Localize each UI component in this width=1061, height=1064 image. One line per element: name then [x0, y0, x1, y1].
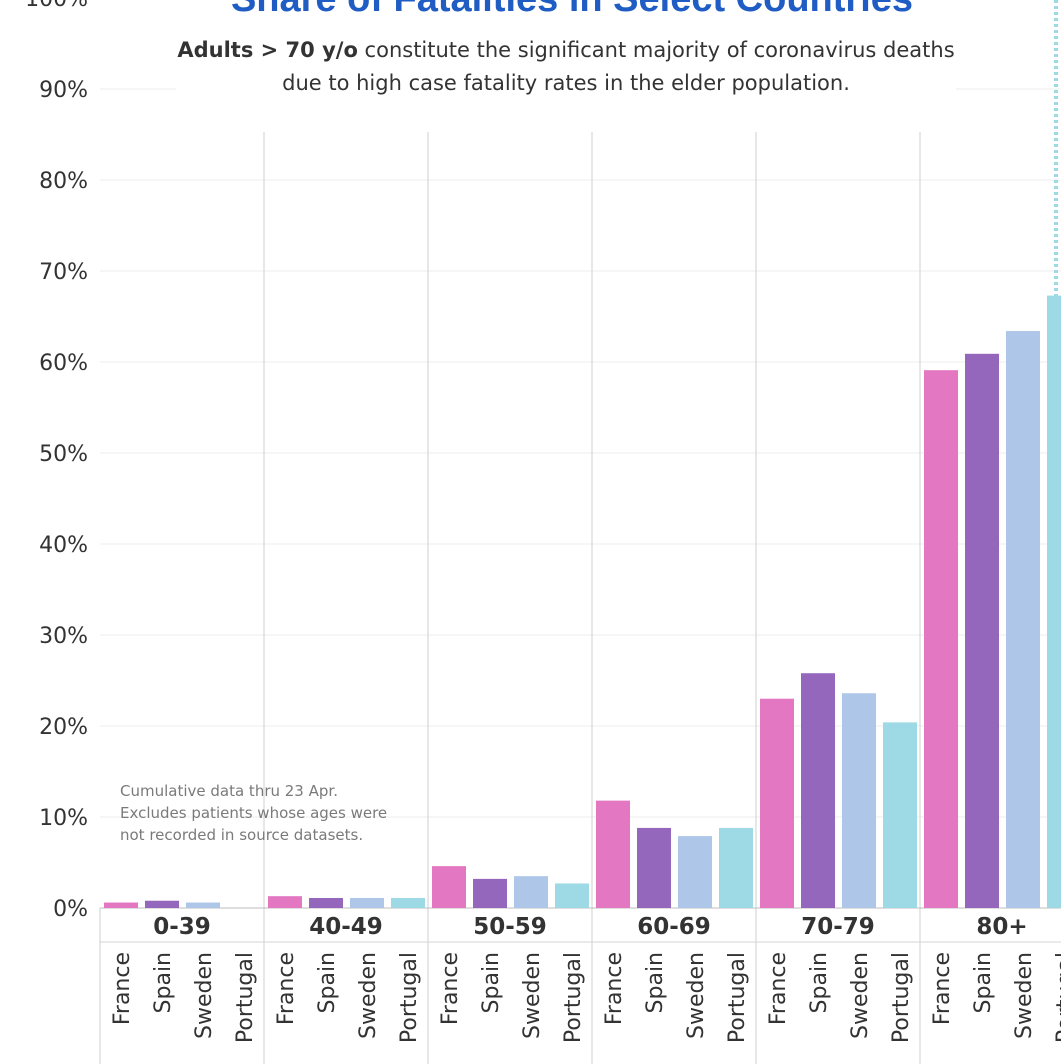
- country-label: Spain: [315, 952, 340, 1013]
- note-line-1: Cumulative data thru 23 Apr.: [120, 782, 338, 800]
- bar-sweden: [350, 897, 384, 908]
- y-tick-label: 50%: [39, 442, 88, 467]
- bar-spain: [965, 353, 999, 908]
- country-label: Spain: [479, 952, 504, 1013]
- country-label: Sweden: [192, 952, 217, 1039]
- country-label: Spain: [643, 952, 668, 1013]
- y-tick-label: 0%: [53, 897, 88, 922]
- group-label: 80+: [976, 914, 1027, 940]
- country-label: France: [602, 952, 627, 1025]
- bar-spain: [473, 878, 507, 908]
- bar-sweden: [678, 836, 712, 908]
- country-label: Portugal: [725, 952, 750, 1043]
- group-label: 0-39: [153, 914, 211, 940]
- y-tick-label: 10%: [39, 806, 88, 831]
- note-line-3: not recorded in source datasets.: [120, 826, 364, 844]
- country-label: France: [766, 952, 791, 1025]
- subtitle-bold: Adults > 70 y/o: [177, 38, 358, 62]
- chart-title: Share of Fatalities in Select Countries: [182, 0, 962, 21]
- y-tick-label: 40%: [39, 533, 88, 558]
- bar-portugal: [719, 827, 753, 908]
- bar-france: [760, 698, 794, 908]
- y-tick-label: 90%: [39, 78, 88, 103]
- bar-france: [104, 902, 138, 908]
- country-label: Spain: [971, 952, 996, 1013]
- chart-subtitle: Adults > 70 y/o constitute the significa…: [176, 34, 956, 100]
- y-tick-label: 30%: [39, 624, 88, 649]
- country-label: Portugal: [233, 952, 258, 1043]
- y-tick-label: 20%: [39, 715, 88, 740]
- bar-sweden: [514, 876, 548, 908]
- note-line-2: Excludes patients whose ages were: [120, 804, 388, 822]
- group-label: 50-59: [473, 914, 547, 940]
- bar-portugal: [391, 897, 425, 908]
- data-note: Cumulative data thru 23 Apr. Excludes pa…: [120, 780, 460, 846]
- country-label: Sweden: [684, 952, 709, 1039]
- country-label: France: [110, 952, 135, 1025]
- country-label: Portugal: [889, 952, 914, 1043]
- y-tick-label: 80%: [39, 169, 88, 194]
- bar-portugal: [883, 722, 917, 908]
- country-label: Portugal: [561, 952, 586, 1043]
- country-label: Sweden: [1012, 952, 1037, 1039]
- country-label: Sweden: [848, 952, 873, 1039]
- bar-sweden: [842, 693, 876, 908]
- country-label: Sweden: [520, 952, 545, 1039]
- bar-france: [924, 370, 958, 908]
- bar-france: [432, 866, 466, 908]
- country-label: Sweden: [356, 952, 381, 1039]
- bar-france: [596, 800, 630, 908]
- y-tick-label: 70%: [39, 260, 88, 285]
- bar-spain: [801, 673, 835, 908]
- bar-spain: [637, 827, 671, 908]
- bar-portugal: [1047, 295, 1061, 908]
- group-label: 70-79: [801, 914, 875, 940]
- y-tick-label: 60%: [39, 351, 88, 376]
- country-label: Spain: [807, 952, 832, 1013]
- subtitle-text: constitute the significant majority of c…: [282, 38, 955, 95]
- bar-portugal: [555, 883, 589, 908]
- country-label: Spain: [151, 952, 176, 1013]
- y-tick-label: 100%: [25, 0, 88, 12]
- country-label: Portugal: [1053, 952, 1061, 1043]
- group-label: 60-69: [637, 914, 711, 940]
- bar-sweden: [186, 902, 220, 908]
- bar-spain: [145, 900, 179, 908]
- country-label: Portugal: [397, 952, 422, 1043]
- country-label: France: [274, 952, 299, 1025]
- bar-sweden: [1006, 331, 1040, 908]
- country-label: France: [438, 952, 463, 1025]
- bar-spain: [309, 897, 343, 908]
- country-label: France: [930, 952, 955, 1025]
- group-label: 40-49: [309, 914, 383, 940]
- bar-france: [268, 896, 302, 908]
